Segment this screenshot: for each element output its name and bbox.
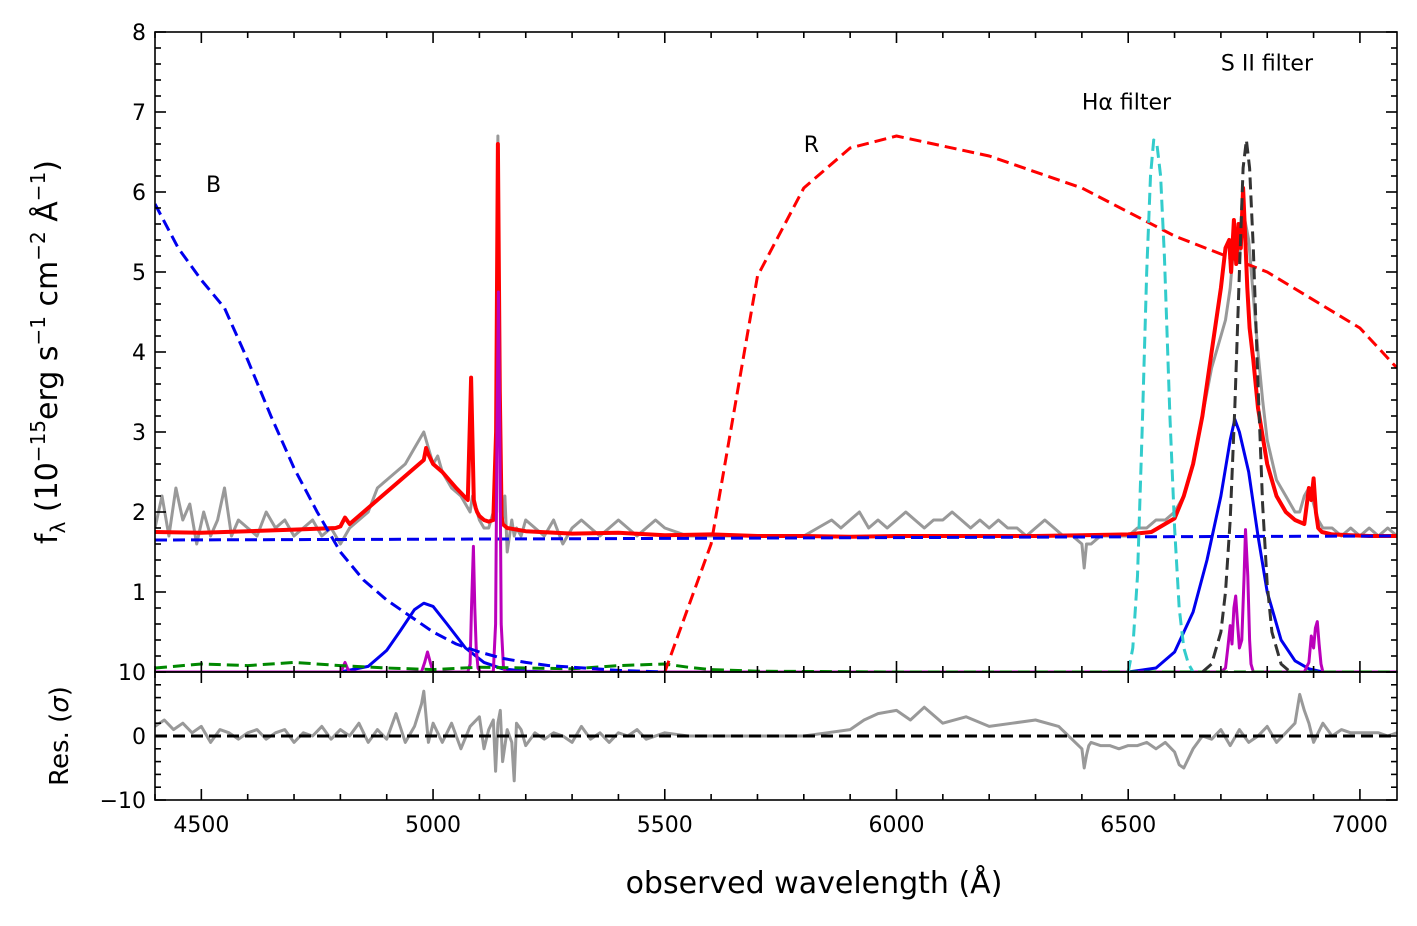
main-host-galaxy-line [155, 660, 1397, 672]
main-y-tick-label: 3 [132, 421, 146, 446]
main-y-tick-label: 6 [132, 181, 146, 206]
annotation-label: Hα filter [1082, 91, 1172, 116]
x-axis-label: observed wavelength (Å) [626, 865, 1003, 901]
main-y-tick-label: 7 [132, 101, 146, 126]
x-tick-label: 5000 [405, 813, 461, 838]
main-y-tick-label: 1 [132, 581, 146, 606]
main-y-tick-label: 8 [132, 21, 146, 46]
annotation-label: B [206, 173, 221, 198]
main-y-axis-label: fλ (10−15erg s−1 cm−2 Å−1) [26, 160, 70, 544]
main-y-tick-label: 2 [132, 501, 146, 526]
x-tick-label: 6000 [868, 813, 924, 838]
residual-panel-series [155, 689, 1397, 783]
residual-y-tick-label: −10 [100, 789, 146, 814]
main-SII-filter-line [1201, 138, 1292, 672]
main-B-band-line [155, 203, 665, 672]
main-panel-series [155, 134, 1397, 672]
residual-y-axis-label: Res. (σ) [45, 686, 75, 786]
main-R-band-line [663, 134, 1397, 672]
axis-ticks [154, 31, 1397, 801]
x-tick-label: 6500 [1100, 813, 1156, 838]
main-narrow-components-line [155, 290, 1397, 672]
x-tick-label: 7000 [1332, 813, 1388, 838]
residual-y-tick-label: 10 [118, 661, 146, 686]
main-broad-components-line [340, 417, 1324, 672]
band-annotations: B R Hα filter S II filter [206, 51, 1314, 198]
annotation-label: S II filter [1221, 51, 1314, 76]
residual-y-tick-label: 0 [132, 725, 146, 750]
main-y-tick-label: 5 [132, 261, 146, 286]
main-continuum-line [155, 534, 1397, 542]
annotation-label: R [804, 133, 819, 158]
x-tick-labels: 4500 5000 5500 6000 6500 7000 [173, 813, 1388, 838]
main-y-tick-label: 4 [132, 341, 146, 366]
x-tick-label: 4500 [173, 813, 229, 838]
main-Halpha-filter-line [1126, 138, 1195, 672]
main-total-model-line [155, 142, 1397, 539]
main-y-tick-labels: 1 2 3 4 5 6 7 8 [132, 21, 146, 606]
residual-y-tick-labels: 10 0 −10 [100, 661, 146, 814]
x-tick-label: 5500 [637, 813, 693, 838]
